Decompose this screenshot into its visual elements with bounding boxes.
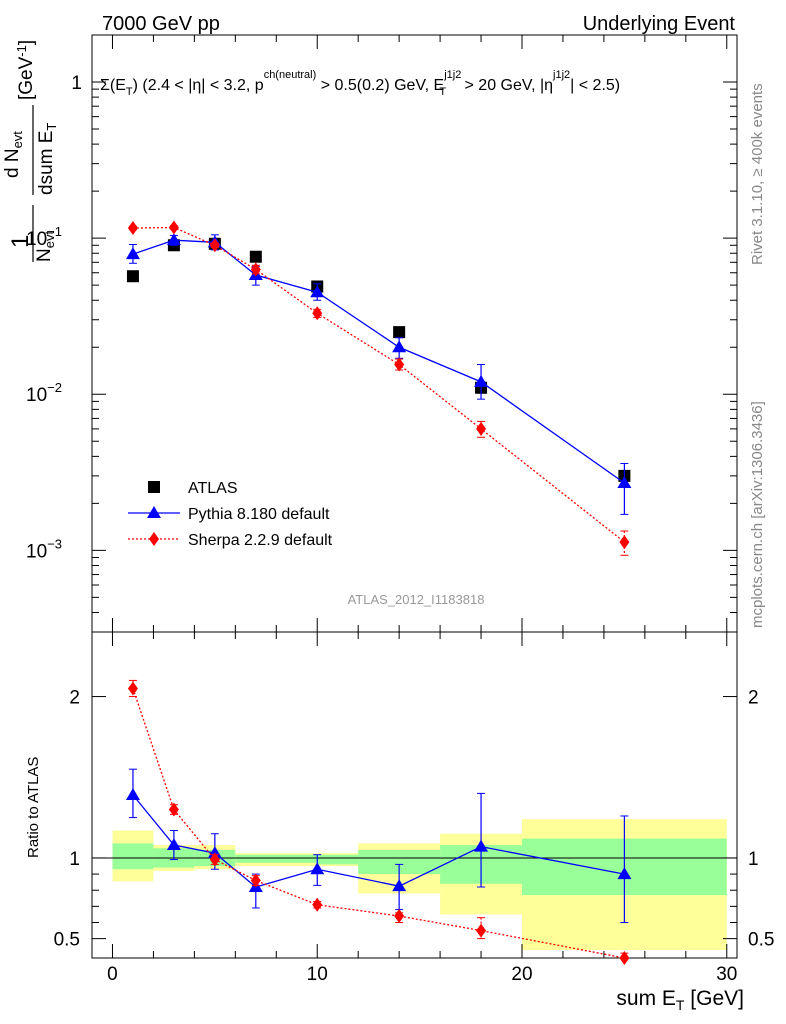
- ratio-point: [619, 951, 630, 965]
- data-point: [474, 374, 489, 387]
- x-axis-label: sum ET [GeV]: [616, 987, 744, 1013]
- series-line: [132, 239, 625, 484]
- header-right: Underlying Event: [583, 13, 736, 35]
- selection-label: Σ(ET) (2.4 < |η| < 3.2, pch(neutral) > 0…: [100, 69, 620, 98]
- data-point: [250, 262, 261, 277]
- stat-uncertainty-band: [112, 843, 154, 870]
- data-point: [476, 421, 487, 436]
- ratio-bands: [92, 819, 737, 950]
- ratio-line: [132, 688, 625, 959]
- ratio-series-sherpa: [127, 679, 630, 965]
- data-point: [168, 220, 179, 235]
- x-tick-label: 10: [307, 964, 328, 985]
- stat-uncertainty-band: [317, 854, 359, 865]
- legend-label: Sherpa 2.2.9 default: [188, 532, 333, 549]
- ratio-point: [476, 923, 487, 938]
- data-point: [619, 535, 630, 550]
- ratio-line: [132, 794, 625, 888]
- data-point: [249, 250, 262, 263]
- ratio-tick-label-left: 0.5: [54, 930, 80, 951]
- series-pythia: [125, 233, 632, 515]
- ratio-point: [310, 862, 325, 875]
- ratio-point: [474, 839, 489, 852]
- y-tick-label: 10−2: [26, 380, 62, 406]
- series-sherpa: [127, 220, 630, 556]
- stat-uncertainty-band: [235, 854, 318, 863]
- legend-label: ATLAS: [188, 480, 238, 497]
- ratio-series: [125, 679, 632, 965]
- data-point: [393, 326, 406, 339]
- legend-marker: [147, 506, 161, 518]
- ratio-point: [209, 852, 220, 867]
- data-point: [312, 306, 323, 321]
- ratio-tick-label-right: 1: [748, 849, 759, 870]
- y-tick-label: 10−3: [26, 536, 62, 562]
- ratio-point: [250, 873, 261, 888]
- legend-label: Pythia 8.180 default: [188, 506, 330, 523]
- y-tick-label: 1: [71, 73, 82, 94]
- data-point: [617, 476, 632, 489]
- main-series: [125, 220, 632, 556]
- main-panel: 10−310−210−11 ATLAS_2012_I1183818 ATLASP…: [26, 34, 738, 633]
- data-point: [126, 270, 139, 283]
- ratio-tick-label-right: 0.5: [748, 930, 774, 951]
- ratio-point: [312, 897, 323, 912]
- x-tick-label: 0: [107, 964, 118, 985]
- ratio-point: [166, 838, 181, 851]
- selection-sigma: Σ(E: [100, 77, 126, 94]
- data-point: [392, 340, 407, 353]
- x-tick-label: 30: [716, 964, 737, 985]
- data-point: [394, 357, 405, 372]
- legend: ATLAS Pythia 8.180 default Sherpa 2.2.9 de…: [128, 480, 333, 549]
- series-line: [132, 226, 625, 543]
- series-atlas: [126, 237, 631, 482]
- ratio-tick-label-left: 2: [69, 688, 80, 709]
- data-point: [209, 238, 220, 253]
- rivet-label: Rivet 3.1.10, ≥ 400k events: [749, 83, 766, 265]
- ratio-point: [394, 909, 405, 924]
- ratio-y-label: Ratio to ATLAS: [25, 757, 42, 858]
- ratio-point: [168, 802, 179, 817]
- ratio-point: [125, 788, 140, 800]
- x-tick-label: 20: [511, 964, 532, 985]
- data-point: [127, 221, 138, 236]
- data-point: [166, 233, 181, 246]
- legend-marker: [149, 532, 159, 546]
- ratio-frame: [91, 631, 738, 959]
- header-left: 7000 GeV pp: [102, 13, 220, 35]
- analysis-id: ATLAS_2012_I1183818: [348, 592, 485, 607]
- mcplots-label: mcplots.cern.ch [arXiv:1306.3436]: [749, 401, 766, 628]
- svg-text:dsum ET: dsum ET: [36, 123, 59, 195]
- data-point: [310, 285, 325, 298]
- svg-text:[GeV-1]: [GeV-1]: [14, 40, 37, 100]
- data-point: [125, 247, 140, 260]
- ratio-point: [127, 681, 138, 696]
- svg-text:d Nevt: d Nevt: [2, 131, 25, 178]
- ylabel-fraction-one: 1: [7, 235, 34, 248]
- ratio-tick-label-right: 2: [748, 688, 759, 709]
- legend-marker: [148, 481, 160, 493]
- ratio-ticks: 0.5 0.51 12 20 10 20 30: [54, 632, 774, 985]
- main-ticks: 10−310−210−11: [26, 34, 737, 633]
- ratio-point: [392, 879, 407, 892]
- ratio-point: [617, 867, 632, 880]
- ratio-tick-label-left: 1: [69, 849, 80, 870]
- ratio-panel: 0.5 0.51 12 20 10 20 30: [54, 631, 774, 985]
